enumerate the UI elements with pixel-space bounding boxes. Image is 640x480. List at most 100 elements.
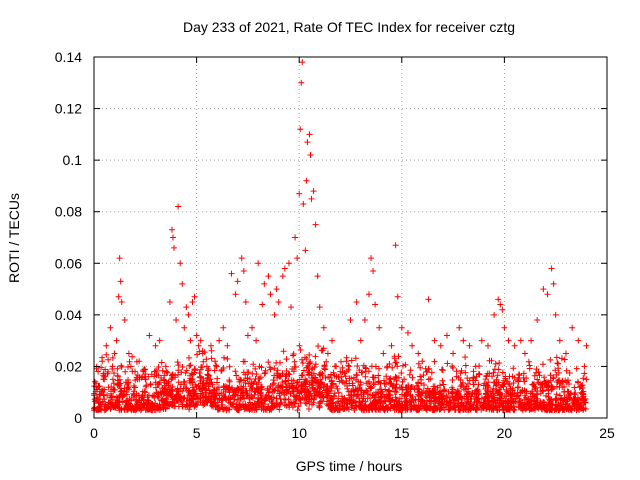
y-axis-title: ROTI / TECUs — [6, 193, 22, 283]
data-point-marker — [115, 293, 122, 300]
data-point-marker — [187, 337, 194, 344]
data-point-marker — [372, 301, 379, 308]
data-point-marker — [431, 337, 438, 344]
data-point-marker — [388, 342, 395, 349]
data-point-marker — [267, 291, 274, 298]
data-point-marker — [552, 311, 559, 318]
data-point-marker — [302, 247, 309, 254]
data-point-marker — [244, 332, 251, 339]
data-point-marker — [548, 265, 555, 272]
data-point-marker — [556, 337, 563, 344]
data-point-marker — [234, 278, 241, 285]
data-point-marker — [425, 296, 432, 303]
data-point-marker — [285, 260, 292, 267]
data-point-marker — [113, 337, 120, 344]
data-point-marker — [117, 278, 124, 285]
data-point-marker — [528, 337, 535, 344]
data-point-marker — [253, 337, 260, 344]
data-point-marker — [111, 350, 118, 357]
plot-frame — [93, 56, 608, 419]
dense-points-band — [91, 342, 590, 414]
data-point-marker — [304, 139, 311, 146]
data-point-marker — [287, 304, 294, 311]
data-point-marker — [370, 268, 377, 275]
data-point-marker — [409, 342, 416, 349]
data-point-marker — [162, 363, 169, 370]
y-tick-label: 0.1 — [63, 152, 83, 168]
data-point-marker — [183, 304, 190, 311]
x-tick-label: 15 — [394, 425, 410, 441]
chart-title: Day 233 of 2021, Rate Of TEC Index for r… — [183, 19, 515, 35]
data-point-marker — [294, 255, 301, 262]
data-point-marker — [306, 131, 313, 138]
data-point-marker — [505, 337, 512, 344]
y-tick-label: 0.12 — [55, 101, 82, 117]
data-point-marker — [456, 324, 463, 331]
x-tick-label: 0 — [90, 425, 98, 441]
data-point-marker — [415, 350, 422, 357]
data-point-marker — [583, 342, 590, 349]
data-point-marker — [142, 376, 149, 383]
data-point-marker — [303, 177, 310, 184]
data-point-marker — [299, 59, 306, 66]
data-point-marker — [255, 260, 262, 267]
x-tick-label: 5 — [193, 425, 201, 441]
data-point-marker — [296, 190, 303, 197]
data-point-marker — [312, 221, 319, 228]
data-point-marker — [170, 234, 177, 241]
data-point-marker — [419, 358, 426, 365]
data-point-marker — [171, 244, 178, 251]
data-point-marker — [166, 298, 173, 305]
data-point-marker — [478, 337, 485, 344]
data-point-marker — [562, 350, 569, 357]
x-tick-label: 25 — [599, 425, 615, 441]
data-point-marker — [191, 293, 198, 300]
data-point-marker — [173, 317, 180, 324]
data-point-marker — [275, 298, 282, 305]
data-point-marker — [337, 368, 344, 375]
data-point-marker — [203, 363, 210, 370]
data-point-marker — [168, 226, 175, 233]
data-point-marker — [511, 342, 518, 349]
data-point-marker — [450, 350, 457, 357]
data-point-marker — [497, 301, 504, 308]
data-point-marker — [361, 317, 368, 324]
data-point-marker — [189, 298, 196, 305]
data-point-marker — [398, 324, 405, 331]
data-point-marker — [368, 255, 375, 262]
data-point-marker — [298, 79, 305, 86]
data-point-marker — [329, 337, 336, 344]
data-point-marker — [521, 350, 528, 357]
data-point-marker — [212, 358, 219, 365]
dense-band-markers — [91, 342, 590, 414]
data-point-marker — [569, 324, 576, 331]
data-point-marker — [581, 363, 588, 370]
data-point-marker — [195, 342, 202, 349]
y-tick-label: 0.14 — [55, 49, 82, 65]
data-point-marker — [333, 363, 340, 370]
data-point-marker — [484, 342, 491, 349]
data-point-marker — [125, 350, 132, 357]
data-point-marker — [460, 337, 467, 344]
data-point-marker — [380, 350, 387, 357]
data-point-marker — [109, 363, 116, 370]
data-point-marker — [324, 350, 331, 357]
data-point-marker — [116, 255, 123, 262]
data-point-marker — [121, 317, 128, 324]
data-point-marker — [271, 311, 278, 318]
data-point-marker — [443, 332, 450, 339]
x-axis-title: GPS time / hours — [296, 458, 403, 474]
data-point-marker — [199, 350, 206, 357]
data-point-marker — [259, 301, 266, 308]
data-point-marker — [228, 270, 235, 277]
data-point-marker — [292, 234, 299, 241]
data-point-marker — [197, 337, 204, 344]
data-point-marker — [310, 188, 317, 195]
data-point-marker — [404, 329, 411, 336]
y-tick-label: 0.06 — [55, 255, 82, 271]
data-point-marker — [365, 291, 372, 298]
data-point-marker — [216, 337, 223, 344]
data-point-marker — [146, 332, 153, 339]
data-point-marker — [279, 273, 286, 280]
